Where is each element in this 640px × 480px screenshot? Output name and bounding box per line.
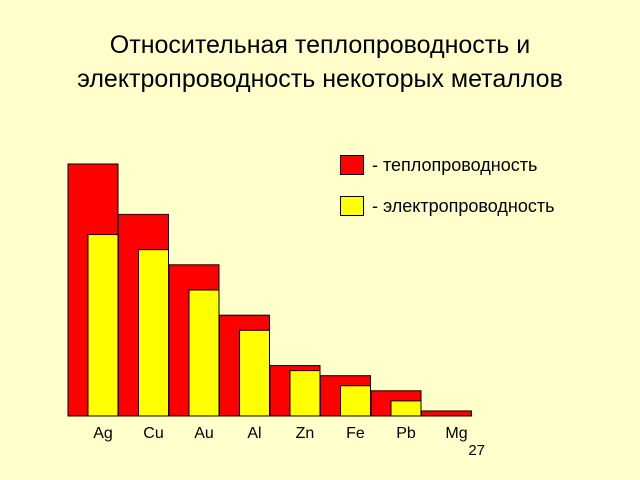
title-line-1: Относительная теплопроводность и	[109, 31, 531, 59]
slide-title: Относительная теплопроводность и электро…	[0, 28, 640, 96]
electrical-bar-fe	[340, 385, 371, 417]
electrical-bar-pb	[390, 400, 422, 417]
x-tick-label-zn: Zn	[296, 425, 315, 442]
x-tick-label-au: Au	[194, 425, 214, 442]
legend-label-electrical: - электропроводность	[372, 195, 555, 216]
thermal-bar-mg	[421, 410, 472, 417]
x-tick-label-cu: Cu	[143, 425, 163, 442]
legend-swatch-thermal	[340, 155, 364, 175]
x-tick-label-mg: Mg	[445, 425, 467, 442]
electrical-bar-ag	[87, 234, 119, 417]
legend-item-electrical: - электропроводность	[340, 194, 554, 218]
page-number: 27	[468, 442, 485, 459]
x-tick-label-fe: Fe	[346, 425, 365, 442]
electrical-bar-zn	[289, 370, 321, 417]
legend-swatch-electrical	[340, 196, 364, 216]
electrical-bar-al	[239, 329, 270, 417]
x-tick-label-pb: Pb	[396, 425, 416, 442]
legend-item-thermal: - теплопроводность	[340, 153, 537, 177]
x-tick-label-al: Al	[247, 425, 261, 442]
title-line-2: электропроводность некоторых металлов	[77, 65, 563, 93]
x-tick-label-ag: Ag	[93, 425, 113, 442]
legend-label-thermal: - теплопроводность	[372, 154, 538, 175]
electrical-bar-cu	[138, 249, 169, 417]
electrical-bar-au	[188, 289, 220, 417]
